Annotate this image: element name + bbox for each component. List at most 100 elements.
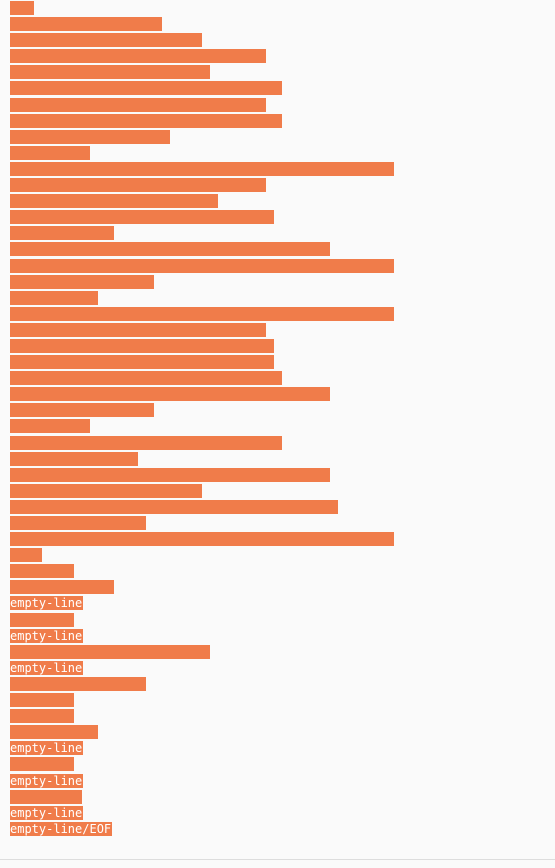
line-bar [10,709,74,724]
line-row [10,17,550,33]
line-bar [10,451,138,466]
line-row [10,371,550,387]
empty-line-label: empty-line [10,773,84,788]
line-bar [10,322,266,337]
line-bar [10,129,170,144]
line-bar [10,467,330,482]
line-row [10,49,550,65]
line-row [10,258,550,275]
line-row: empty-line [10,628,550,645]
bottom-divider [0,859,555,860]
line-bar [10,532,394,547]
line-row: empty-line [10,741,550,757]
line-bar [10,789,82,804]
line-row [10,451,550,468]
line-row [10,161,550,178]
line-row [10,145,550,162]
line-bar [10,226,114,241]
line-row [10,532,550,548]
empty-line-label: empty-line/EOF [10,821,113,836]
line-bar [10,644,210,659]
line-row: empty-line [10,660,550,677]
line-row [10,97,550,114]
line-bar [10,564,74,579]
line-bar [10,419,90,434]
line-bar [10,499,338,514]
line-row [10,483,550,500]
line-row [10,242,550,258]
line-bar [10,693,74,708]
line-bar [10,81,282,96]
line-bar [10,387,330,402]
line-bar [10,65,210,80]
line-row [10,435,550,452]
line-row [10,564,550,580]
line-row [10,725,550,741]
line-bar [10,33,202,48]
line-bar [10,49,266,64]
line-bar [10,258,394,273]
line-bar [10,355,274,370]
line-bar [10,580,114,595]
line-row [10,644,550,661]
line-bar [10,274,154,289]
line-row [10,612,550,629]
line-bar [10,483,202,498]
line-bar [10,290,98,305]
line-row [10,693,550,709]
line-bar [10,178,266,193]
line-bar [10,548,42,563]
line-row [10,274,550,291]
line-bar [10,725,98,740]
line-row [10,580,550,596]
line-row [10,81,550,97]
line-bar [10,371,282,386]
line-bar [10,757,74,772]
code-minimap: empty-line empty-line empty-line empty-line… [10,1,550,838]
line-row [10,338,550,355]
line-row [10,33,550,49]
line-row [10,548,550,564]
line-row [10,226,550,242]
line-bar [10,676,146,691]
line-row: empty-line [10,805,550,822]
line-bar [10,17,162,32]
empty-line-label: empty-line [10,628,84,643]
line-row [10,676,550,693]
line-row [10,419,550,435]
line-row [10,467,550,484]
line-bar [10,403,154,418]
line-bar [10,97,266,112]
line-row: empty-line/EOF [10,821,550,838]
line-row [10,290,550,307]
line-row [10,65,550,81]
line-bar [10,1,34,15]
line-bar [10,338,274,353]
empty-line-label: empty-line [10,805,84,820]
line-row [10,1,550,17]
line-row [10,403,550,419]
line-row [10,516,550,532]
line-bar [10,612,74,627]
line-row [10,178,550,194]
line-bar [10,242,330,257]
line-row [10,709,550,725]
line-row [10,387,550,403]
line-row: empty-line [10,596,550,612]
line-bar [10,194,218,209]
line-bar [10,161,394,176]
line-row [10,757,550,773]
line-bar [10,113,282,128]
line-row [10,306,550,323]
line-row [10,789,550,806]
line-bar [10,145,90,160]
line-row [10,113,550,130]
line-row [10,129,550,146]
line-row [10,322,550,339]
line-bar [10,210,274,225]
line-bar [10,516,146,530]
line-row: empty-line [10,773,550,790]
line-row [10,499,550,516]
line-bar [10,306,394,321]
empty-line-label: empty-line [10,741,84,756]
